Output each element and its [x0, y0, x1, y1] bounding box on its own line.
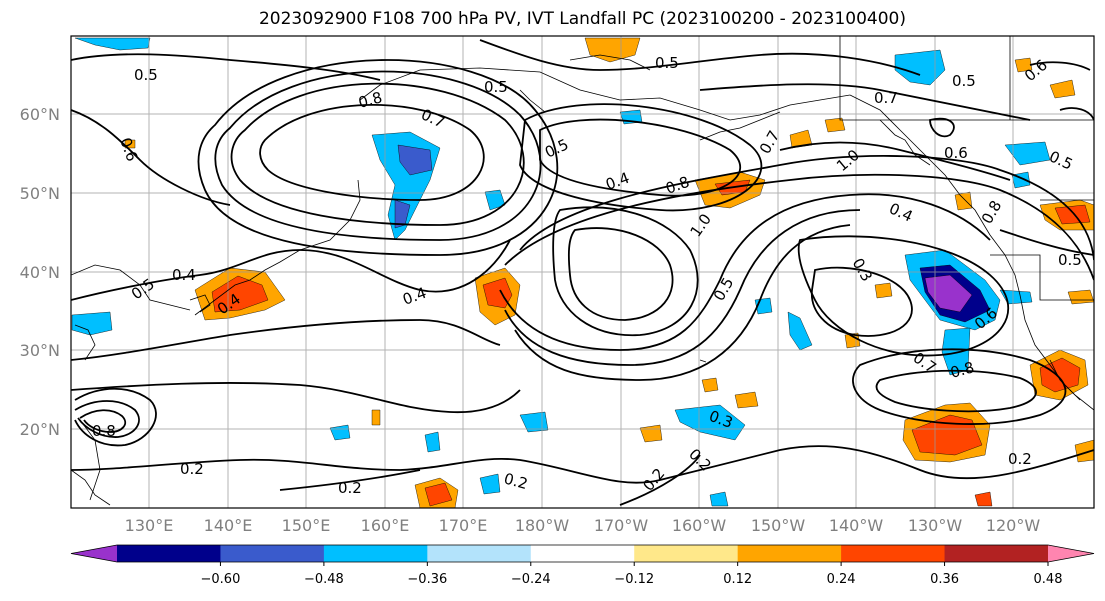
lat-label: 20°N — [20, 420, 60, 439]
lon-label: 140°E — [204, 516, 253, 535]
lon-label: 160°E — [361, 516, 410, 535]
colorbar-segment — [117, 545, 221, 562]
lon-label: 130°W — [908, 516, 963, 535]
lon-label: 150°E — [282, 516, 331, 535]
contour-label: 0.5 — [952, 72, 976, 90]
colorbar-tick-label: −0.12 — [614, 572, 654, 587]
pv-contours — [71, 39, 1094, 506]
lon-label: 170°W — [594, 516, 649, 535]
colorbar — [70, 544, 1095, 563]
longitude-labels: 130°E 140°E 150°E 160°E 170°E 180°W 170°… — [125, 516, 1041, 535]
lon-label: 160°W — [672, 516, 727, 535]
lat-label: 30°N — [20, 341, 60, 360]
colorbar-segment — [634, 545, 739, 562]
contour-label: 0.6 — [944, 144, 968, 162]
latitude-labels: 60°N 50°N 40°N 30°N 20°N — [20, 105, 60, 439]
contour-label: 0.8 — [92, 422, 116, 440]
coastlines — [71, 36, 1094, 506]
contour-label: 0.2 — [502, 469, 530, 493]
colorbar-extend-high — [1048, 545, 1094, 562]
colorbar-segment — [323, 545, 428, 562]
colorbar-tick-label: −0.36 — [407, 572, 447, 587]
colorbar-segment — [944, 545, 1049, 562]
lat-label: 60°N — [20, 105, 60, 124]
colorbar-tick-label: −0.48 — [304, 572, 344, 587]
lon-label: 130°E — [125, 516, 174, 535]
contour-label: 0.2 — [338, 479, 362, 497]
colorbar-tick-label: 0.24 — [827, 572, 856, 587]
colorbar-segment — [427, 545, 532, 562]
colorbar-segment — [530, 545, 635, 562]
lon-label: 180°W — [515, 516, 570, 535]
lat-label: 50°N — [20, 184, 60, 203]
figure-title: 2023092900 F108 700 hPa PV, IVT Landfall… — [258, 9, 906, 29]
lat-label: 40°N — [20, 263, 60, 282]
contour-label: 0.5 — [1058, 251, 1082, 269]
colorbar-tick-label: 0.36 — [930, 572, 959, 587]
contour-label: 0.5 — [655, 54, 679, 72]
map-frame — [70, 35, 1095, 509]
colorbar-segment — [841, 545, 946, 562]
colorbar-tick-label: −0.60 — [201, 572, 241, 587]
colorbar-segment — [737, 545, 842, 562]
lon-label: 170°E — [439, 516, 488, 535]
contour-label: 0.2 — [1008, 450, 1032, 468]
colorbar-tick-label: 0.12 — [723, 572, 752, 587]
lon-label: 120°W — [986, 516, 1041, 535]
lon-label: 140°W — [829, 516, 884, 535]
lon-label: 150°W — [751, 516, 806, 535]
graticule-grid — [71, 36, 1094, 508]
contour-label: 0.8 — [356, 88, 384, 112]
contour-label: 0.8 — [948, 358, 976, 382]
contour-label: 0.7 — [874, 89, 898, 107]
contour-label: 0.5 — [134, 66, 158, 84]
colorbar-tick-label: 0.48 — [1034, 572, 1063, 587]
contour-label: 0.4 — [172, 266, 196, 284]
colorbar-extend-low — [71, 545, 117, 562]
colorbar-ticks: −0.60 −0.48 −0.36 −0.24 −0.12 0.12 0.24 0.36 0.4… — [201, 562, 1063, 587]
colorbar-segment — [220, 545, 325, 562]
contour-label: 0.5 — [484, 78, 508, 96]
contour-label: 0.2 — [180, 460, 204, 478]
colorbar-outline — [70, 544, 1095, 563]
colorbar-tick-label: −0.24 — [511, 572, 551, 587]
